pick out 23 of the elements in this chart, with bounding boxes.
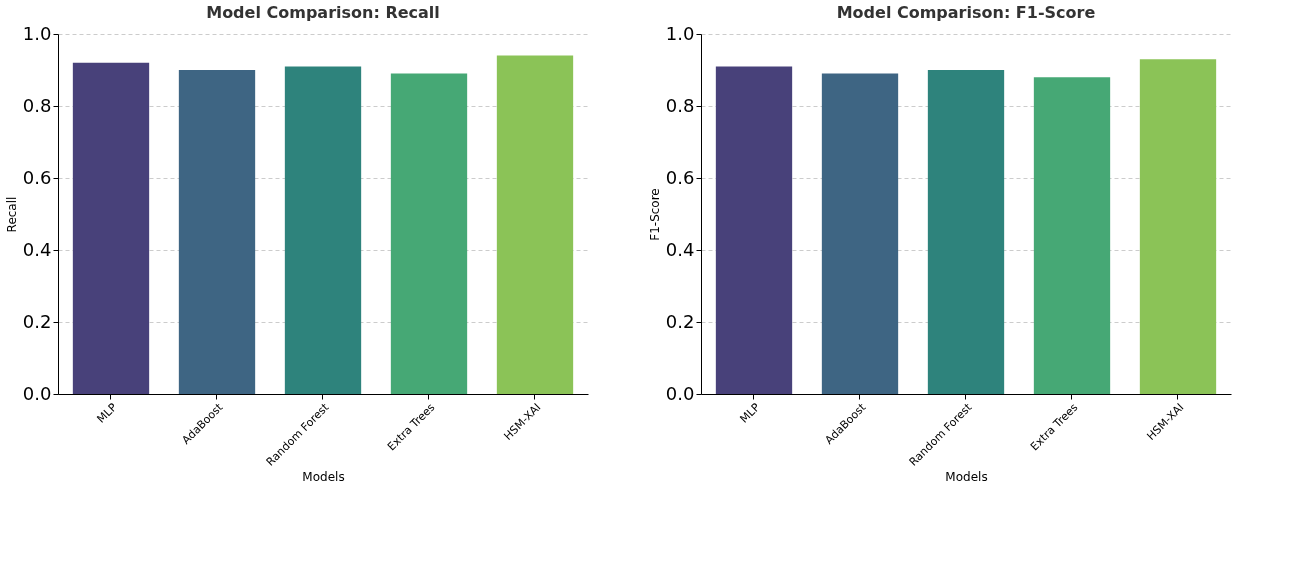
y-tick-label: 0.8 — [22, 94, 52, 116]
bar — [1139, 59, 1217, 394]
y-tick-label: 0.6 — [22, 166, 52, 188]
x-axis-title: Models — [945, 469, 988, 484]
y-tick-label: 0.0 — [22, 382, 52, 404]
chart-title: Model Comparison: F1-Score — [836, 3, 1096, 22]
y-tick-label: 1.0 — [665, 22, 695, 44]
y-tick-label: 0.0 — [665, 382, 695, 404]
bar — [1033, 77, 1111, 394]
y-tick-label: 0.2 — [22, 310, 52, 332]
y-tick-label: 0.4 — [665, 238, 695, 260]
y-tick-label: 0.6 — [665, 166, 695, 188]
y-axis-title: F1-Score — [647, 188, 662, 241]
bar — [715, 66, 793, 394]
x-axis-title: Models — [302, 469, 345, 484]
y-tick-label: 0.2 — [665, 310, 695, 332]
bar — [927, 70, 1005, 394]
y-axis-title: Recall — [4, 196, 19, 233]
bar — [821, 73, 899, 394]
y-tick-label: 0.4 — [22, 238, 52, 260]
y-tick-label: 1.0 — [22, 22, 52, 44]
chart-title: Model Comparison: Recall — [206, 3, 440, 22]
y-tick-label: 0.8 — [665, 94, 695, 116]
